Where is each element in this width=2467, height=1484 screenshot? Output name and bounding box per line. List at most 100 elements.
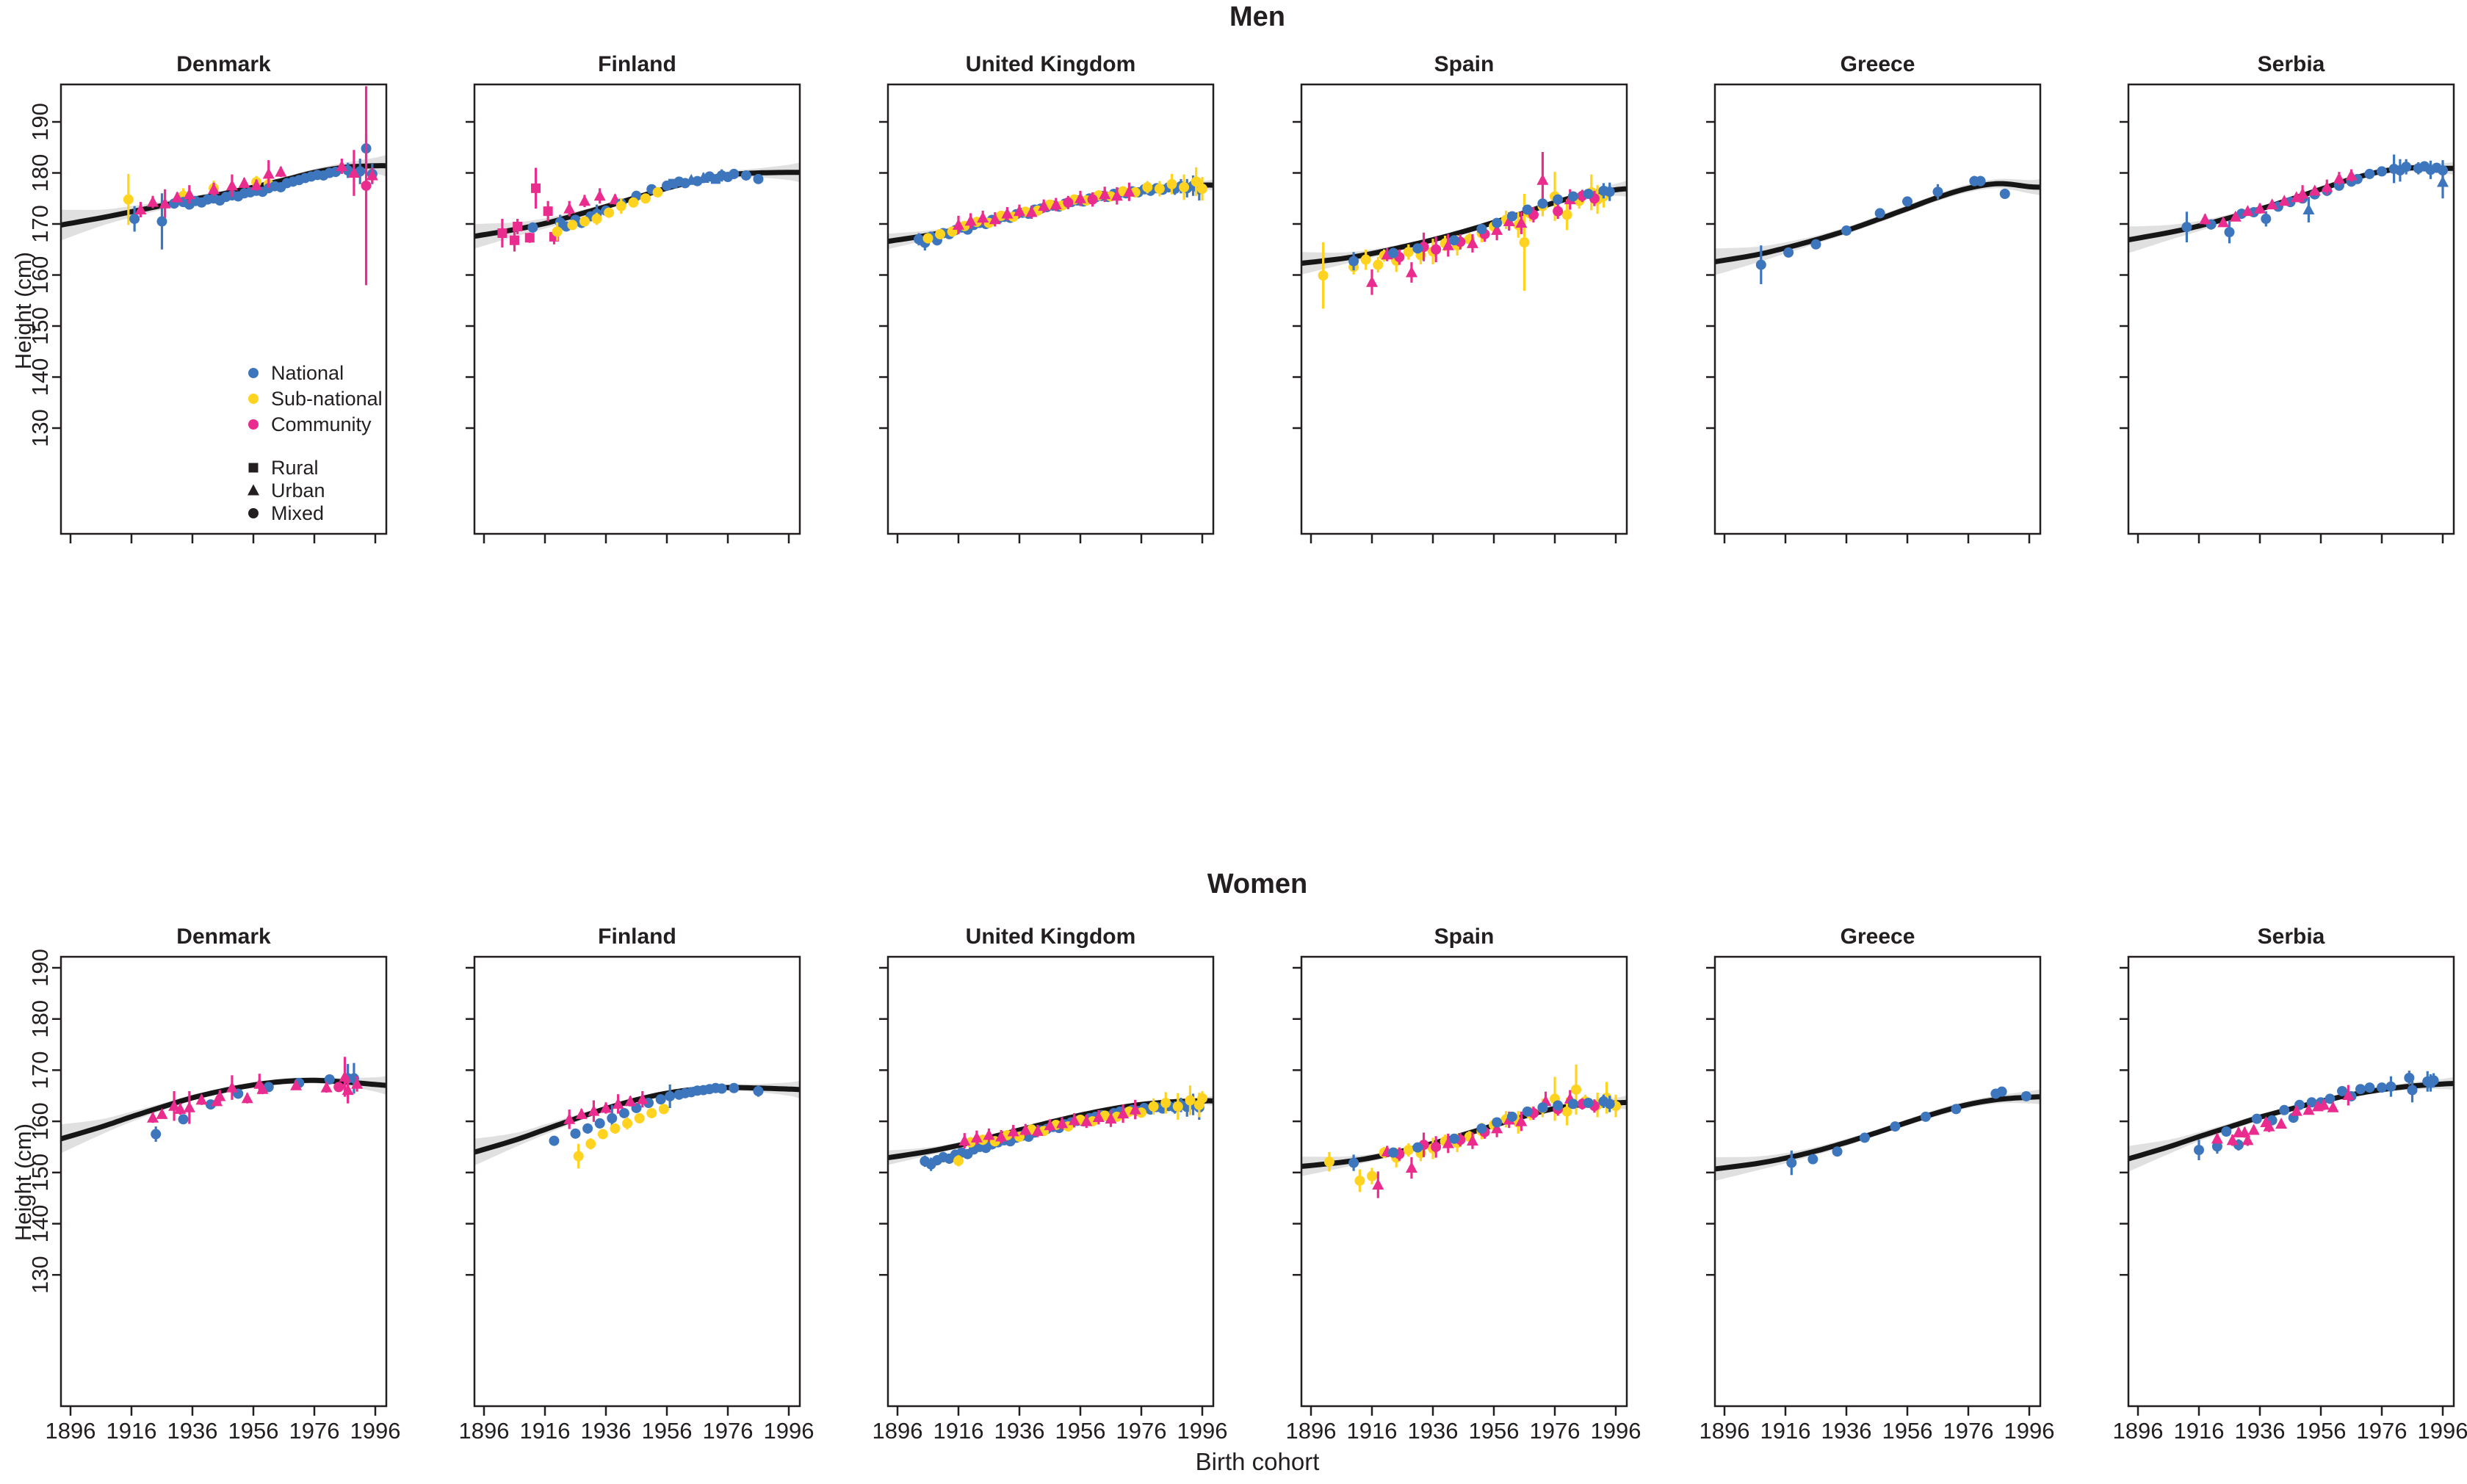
y-tick-label: 160 bbox=[27, 256, 53, 294]
data-point bbox=[2377, 1082, 2387, 1093]
panel-title: United Kingdom bbox=[965, 52, 1136, 76]
y-tick-label: 150 bbox=[27, 1154, 53, 1192]
data-point bbox=[1604, 1096, 1615, 1112]
panel-border bbox=[1713, 83, 2042, 535]
data-point bbox=[585, 1138, 596, 1150]
data-point bbox=[123, 173, 134, 225]
mixed-legend-marker bbox=[248, 508, 259, 518]
plot-area bbox=[2129, 1071, 2453, 1172]
data-point bbox=[1110, 187, 1123, 205]
legend-label: Rural bbox=[271, 457, 319, 479]
x-tick-label: 1996 bbox=[2418, 1418, 2467, 1444]
data-point bbox=[1492, 217, 1503, 228]
data-point bbox=[2308, 184, 2321, 196]
panel-border bbox=[2127, 955, 2455, 1408]
plot-women-united-kingdom: 1896 1916 1936 1956 1976 1996 bbox=[873, 955, 1227, 1444]
panel-row-women: Denmark 190 180 170 160 150 140 130 1896 1916 1936… bbox=[27, 924, 2467, 1453]
data-point bbox=[604, 207, 615, 218]
data-point bbox=[238, 176, 250, 189]
data-point bbox=[582, 1123, 593, 1134]
data-point bbox=[563, 1110, 576, 1129]
data-point bbox=[716, 1083, 727, 1094]
x-tick-label: 1916 bbox=[2174, 1418, 2225, 1444]
data-point bbox=[1373, 257, 1384, 273]
y-tick-label: 140 bbox=[27, 358, 53, 397]
data-point bbox=[970, 1130, 983, 1145]
data-point bbox=[2266, 198, 2278, 210]
data-point bbox=[1117, 1104, 1130, 1123]
legend-label: Sub-national bbox=[271, 388, 383, 410]
data-point bbox=[275, 165, 287, 178]
data-point bbox=[2217, 216, 2230, 228]
data-point bbox=[1172, 1093, 1183, 1121]
data-point bbox=[2290, 191, 2302, 203]
data-point bbox=[1810, 239, 1821, 250]
panel-title: Greece bbox=[1840, 52, 1915, 76]
data-point bbox=[575, 1107, 588, 1120]
y-tick-label: 130 bbox=[27, 409, 53, 447]
panel-men-finland: Finland bbox=[466, 52, 801, 581]
data-point bbox=[333, 1082, 344, 1093]
data-point bbox=[2263, 1120, 2275, 1132]
data-point bbox=[2221, 1126, 2232, 1137]
data-point bbox=[2242, 1134, 2254, 1146]
data-point bbox=[1999, 188, 2010, 199]
data-point bbox=[618, 1107, 629, 1118]
data-point bbox=[2247, 1123, 2260, 1135]
panel-women-denmark: Denmark 190 180 170 160 150 140 130 1896 1916 1936… bbox=[27, 924, 400, 1453]
data-point bbox=[2385, 1076, 2396, 1097]
data-point bbox=[2254, 202, 2266, 214]
row-title-men: Men bbox=[1229, 1, 1285, 32]
data-point bbox=[225, 1075, 238, 1100]
data-point bbox=[593, 188, 606, 204]
data-point bbox=[2364, 1082, 2375, 1093]
panel-border bbox=[59, 83, 388, 535]
data-point bbox=[1786, 1150, 1797, 1176]
data-point bbox=[1388, 1147, 1399, 1158]
data-point bbox=[1515, 211, 1528, 234]
data-point bbox=[1014, 204, 1025, 218]
data-point bbox=[156, 193, 167, 250]
data-point bbox=[1031, 1124, 1044, 1137]
data-point bbox=[2275, 1118, 2288, 1129]
x-tick-label: 1956 bbox=[228, 1418, 279, 1444]
data-point bbox=[597, 1129, 608, 1140]
x-tick-label: 1936 bbox=[1408, 1418, 1459, 1444]
data-point bbox=[250, 178, 263, 191]
panel-men-spain: Spain bbox=[1293, 52, 1628, 581]
data-point bbox=[1553, 203, 1564, 220]
x-axis-label: Birth cohort bbox=[1195, 1448, 1320, 1475]
x-tick-label: 1896 bbox=[1286, 1418, 1337, 1444]
data-point bbox=[1050, 198, 1062, 211]
data-point bbox=[2325, 1093, 2336, 1104]
y-tick-label: 180 bbox=[27, 154, 53, 192]
panel-border bbox=[1713, 955, 2042, 1408]
x-tick-label: 1896 bbox=[459, 1418, 510, 1444]
x-tick-label: 1936 bbox=[167, 1418, 218, 1444]
data-point bbox=[983, 1128, 995, 1142]
data-point bbox=[953, 215, 964, 234]
panel-title: Serbia bbox=[2257, 52, 2325, 76]
data-point bbox=[347, 150, 360, 196]
x-tick-label: 1956 bbox=[2296, 1418, 2347, 1444]
data-point bbox=[573, 1143, 584, 1169]
data-point bbox=[2321, 179, 2333, 195]
panel-border bbox=[2127, 83, 2455, 535]
data-point bbox=[977, 210, 989, 225]
data-point bbox=[2236, 209, 2247, 220]
data-point bbox=[2251, 1113, 2262, 1124]
data-point bbox=[1841, 225, 1852, 236]
community-legend-dot bbox=[248, 419, 259, 430]
data-point bbox=[214, 1090, 226, 1103]
data-point bbox=[1044, 1119, 1056, 1132]
data-point bbox=[2318, 1098, 2330, 1110]
data-point bbox=[342, 1076, 354, 1104]
data-point bbox=[2333, 172, 2345, 186]
data-point bbox=[1185, 1085, 1196, 1115]
data-point bbox=[1074, 190, 1086, 206]
data-point bbox=[361, 86, 372, 286]
data-point bbox=[2342, 1085, 2355, 1106]
data-point bbox=[1354, 1169, 1365, 1192]
data-point bbox=[2290, 1104, 2302, 1116]
